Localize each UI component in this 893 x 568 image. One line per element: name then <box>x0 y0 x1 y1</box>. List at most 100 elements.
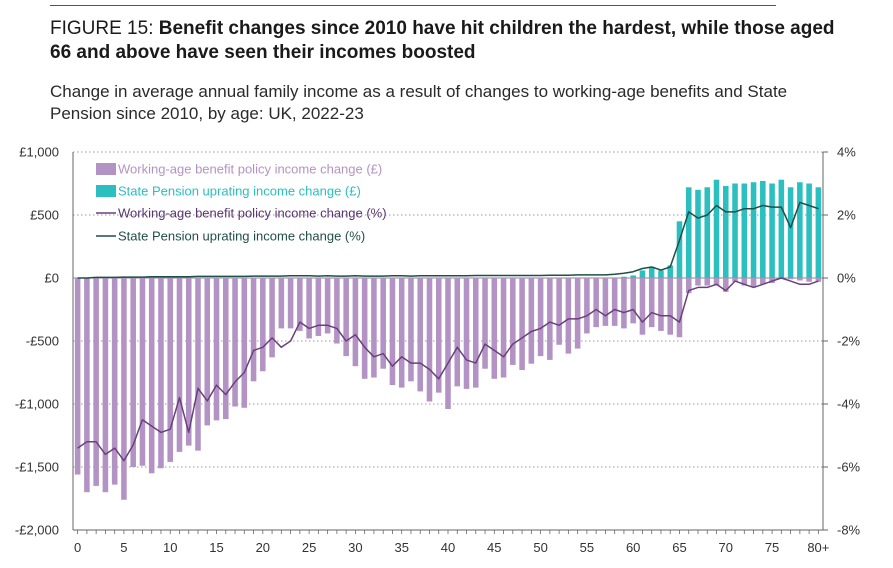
sp-bar <box>621 276 627 278</box>
wab-bar <box>287 278 294 329</box>
wab-bar <box>315 278 322 336</box>
sp-pct-line <box>77 201 819 279</box>
wab-bar <box>473 278 479 388</box>
x-tick-label: 30 <box>348 540 362 555</box>
wab-bar <box>723 278 729 292</box>
legend: Working-age benefit policy income change… <box>96 162 387 244</box>
figure-label: FIGURE 15: <box>50 18 159 39</box>
wab-bar <box>213 278 220 421</box>
bars <box>74 179 822 500</box>
wab-bar <box>611 278 618 326</box>
wab-bar <box>352 278 359 367</box>
wab-bar <box>435 278 442 393</box>
sp-bar <box>695 189 701 278</box>
sp-bar <box>769 183 775 278</box>
wab-bar <box>500 278 507 378</box>
wab-bar <box>750 278 757 287</box>
wab-bar <box>454 278 461 387</box>
wab-bar <box>584 278 590 334</box>
wab-bar <box>84 278 90 493</box>
wab-bar <box>463 278 470 389</box>
wab-bar <box>621 278 627 329</box>
wab-bar <box>519 278 525 370</box>
wab-bar <box>815 278 822 282</box>
wab-bar <box>630 278 636 324</box>
wab-bar <box>574 278 581 349</box>
wab-pct-line <box>77 277 819 462</box>
wab-bar <box>787 278 794 280</box>
wab-bar <box>241 278 248 408</box>
sp-bar <box>648 266 655 278</box>
sp-bar <box>760 180 766 278</box>
wab-bar <box>482 278 488 369</box>
x-tick-label: 60 <box>626 540 640 555</box>
wab-bar <box>380 278 386 369</box>
wab-bar <box>528 278 535 364</box>
wab-bar <box>658 278 664 331</box>
wab-bar <box>685 278 692 294</box>
wab-bar <box>102 278 109 493</box>
wab-bar <box>324 278 331 334</box>
axes: £1,000 £500 £0 -£500 -£1,000 -£1,500 -£2,000 4%… <box>15 145 861 556</box>
wab-bar <box>445 278 451 410</box>
wab-bar <box>537 278 544 357</box>
wab-bar <box>74 278 81 475</box>
x-tick-label: 25 <box>302 540 316 555</box>
wab-bar <box>278 278 285 329</box>
wab-bar <box>408 278 414 382</box>
sp-bar <box>797 182 803 278</box>
sp-bar <box>639 270 646 278</box>
wab-bar <box>695 278 701 286</box>
y2-tick-label: 0% <box>837 271 856 286</box>
sp-bar <box>806 183 812 278</box>
wab-bar <box>371 278 377 378</box>
wab-bar <box>389 278 396 386</box>
wab-bar <box>139 278 146 466</box>
wab-bar <box>361 278 368 379</box>
top-rule <box>50 5 776 6</box>
y-tick-label: -£500 <box>26 334 59 349</box>
x-tick-label: 45 <box>487 540 501 555</box>
figure-subtitle: Change in average annual family income a… <box>50 82 788 123</box>
wab-bar <box>334 278 340 344</box>
y2-tick-label: -2% <box>837 334 861 349</box>
wab-bar <box>306 278 312 339</box>
x-tick-label: 65 <box>672 540 686 555</box>
figure-headline: Benefit changes since 2010 have hit chil… <box>50 18 835 63</box>
legend-swatch-sp_gbp <box>96 185 116 197</box>
wab-bar <box>343 278 349 357</box>
wab-bar <box>176 278 183 452</box>
wab-bar <box>185 278 192 446</box>
y2-tick-label: -4% <box>837 397 861 412</box>
wab-bar <box>741 278 748 286</box>
figure-title: FIGURE 15: Benefit changes since 2010 ha… <box>50 17 850 65</box>
wab-bar <box>158 278 164 469</box>
sp-bar <box>815 187 822 278</box>
wab-bar <box>547 278 553 360</box>
sp-bar <box>676 221 683 278</box>
wab-bar <box>260 278 266 372</box>
wab-bar <box>491 278 498 379</box>
sp-bar <box>732 183 738 278</box>
y-tick-label: £0 <box>45 271 59 286</box>
x-tick-label: 55 <box>580 540 594 555</box>
x-tick-label: 15 <box>209 540 223 555</box>
sp-bar <box>787 187 794 278</box>
legend-label-sp_gbp: State Pension uprating income change (£) <box>118 184 361 199</box>
x-tick-label: 20 <box>256 540 270 555</box>
wab-bar <box>806 278 812 282</box>
wab-bar <box>732 278 738 282</box>
y-tick-label: -£1,000 <box>15 397 59 412</box>
wab-bar <box>648 278 655 328</box>
y2-tick-label: 4% <box>837 145 856 160</box>
wab-bar <box>297 278 303 331</box>
y-tick-label: -£2,000 <box>15 523 59 538</box>
wab-bar <box>639 278 646 335</box>
x-tick-label: 40 <box>441 540 455 555</box>
x-tick-label: 75 <box>765 540 779 555</box>
sp-bar <box>630 275 636 278</box>
sp-bar <box>667 265 673 278</box>
wab-bar <box>398 278 405 388</box>
sp-bar <box>723 186 729 278</box>
wab-bar <box>510 278 516 365</box>
